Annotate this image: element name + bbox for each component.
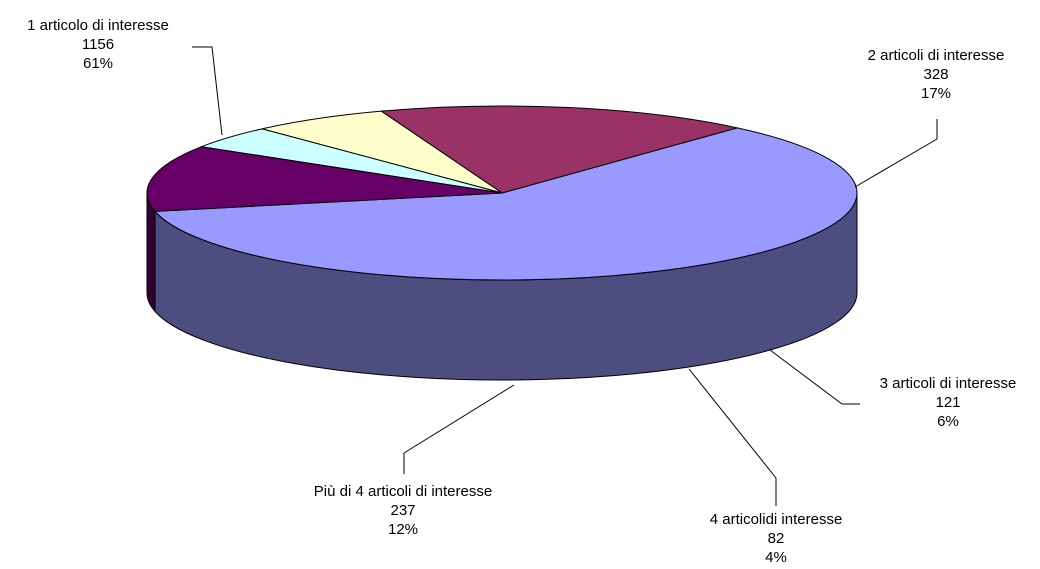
pie-tops: [146, 105, 858, 281]
slice-label-percent: 4%: [765, 549, 787, 566]
slice-label-value: 121: [935, 394, 961, 411]
slice-label-percent: 6%: [937, 413, 959, 430]
leader-line-1: [192, 46, 223, 136]
slice-label-name: 1 articolo di interesse: [27, 17, 169, 34]
slice-label-percent: 61%: [82, 55, 114, 72]
slice-label-name: 2 articoli di interesse: [867, 47, 1005, 64]
slice-label-name: Più di 4 articoli di interesse: [313, 483, 493, 500]
slice-label-2: 2 articoli di interesse 328 17%: [838, 46, 1034, 103]
pie-slice-5: [146, 146, 503, 212]
slice-label-name: 3 articoli di interesse: [879, 375, 1017, 392]
slice-label-value: 82: [767, 530, 785, 547]
leader-line-2: [854, 119, 938, 188]
slice-label-value: 1156: [81, 36, 115, 53]
leader-line-4: [688, 368, 777, 506]
pie-slice-3: [261, 110, 503, 194]
slice-label-value: 237: [390, 502, 416, 519]
slice-label-name: 4 articolidi interesse: [709, 511, 843, 528]
slice-label-4: 4 articolidi interesse 82 4%: [678, 510, 874, 567]
slice-label-1: 1 articolo di interesse 1156 61%: [0, 16, 196, 73]
leader-lines: [192, 46, 938, 506]
pie-slice-side-5: [146, 192, 156, 313]
slice-label-value: 328: [923, 66, 949, 83]
slice-label-percent: 12%: [387, 521, 419, 538]
leader-line-5: [403, 384, 515, 474]
slice-label-3: 3 articoli di interesse 121 6%: [850, 374, 1040, 431]
slice-label-5: Più di 4 articoli di interesse 237 12%: [268, 482, 538, 539]
leader-line-3: [769, 349, 860, 405]
pie-slice-1: [153, 127, 858, 281]
slice-label-percent: 17%: [920, 85, 952, 102]
